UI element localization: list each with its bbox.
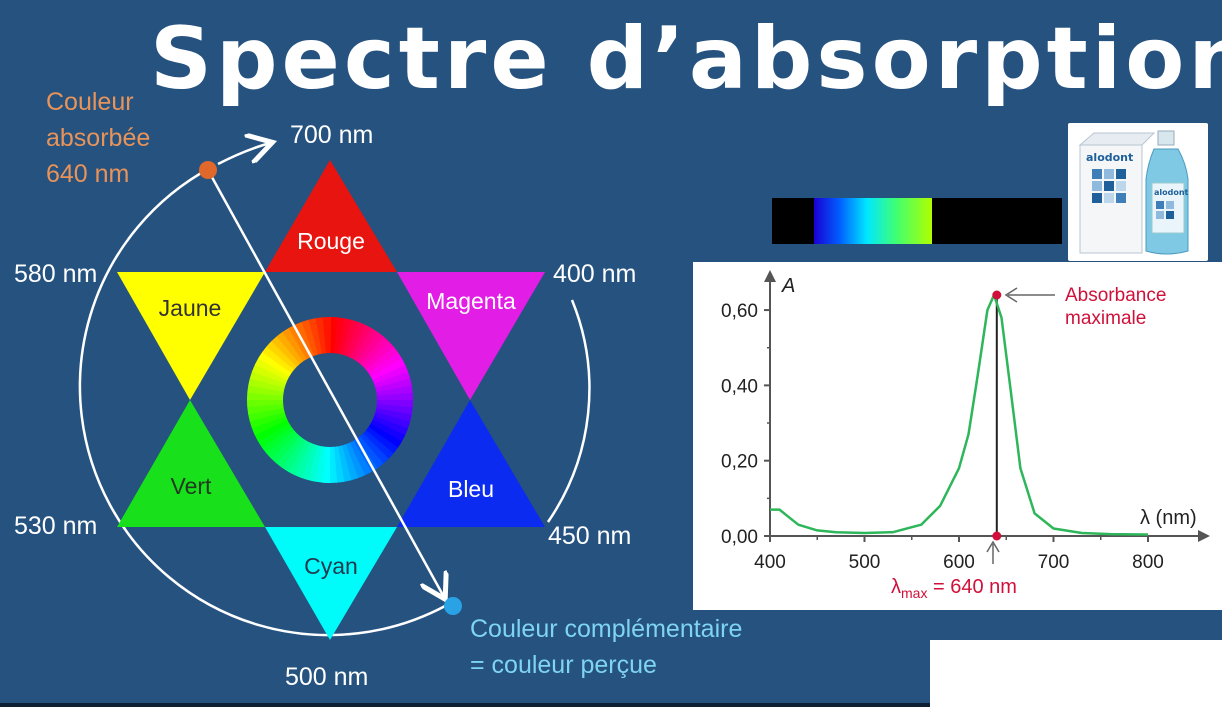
absorbed-label-line1: Couleur bbox=[46, 88, 134, 116]
absorption-spectrum-band bbox=[772, 198, 1062, 244]
absorbance-chart-svg: 0,00 0,20 0,40 0,60 400 500 600 700 800 Aλ (nm) Ab… bbox=[721, 270, 1210, 601]
triangle-blue bbox=[397, 400, 545, 527]
label-jaune: Jaune bbox=[158, 295, 222, 321]
svg-text:alodont: alodont bbox=[1154, 188, 1189, 197]
label-cyan: Cyan bbox=[304, 553, 358, 579]
triangle-magenta bbox=[397, 272, 545, 400]
lambda-annotation-arrowhead bbox=[986, 540, 1000, 553]
wavelength-500: 500 nm bbox=[285, 663, 369, 691]
x-axis-label: λ (nm) bbox=[1140, 507, 1197, 529]
wheel-arc-top-arrow bbox=[217, 143, 270, 166]
triangle-red bbox=[265, 160, 397, 272]
complementary-label-line1: Couleur complémentaire bbox=[470, 615, 743, 643]
label-vert: Vert bbox=[170, 473, 212, 499]
absorbed-label-line2: absorbée bbox=[46, 124, 151, 152]
white-overlay-box bbox=[930, 640, 1222, 707]
peak-point bbox=[992, 290, 1002, 300]
peak-annotation-line2: maximale bbox=[1065, 308, 1146, 329]
wavelength-700: 700 nm bbox=[290, 121, 374, 149]
wheel-arc-right bbox=[546, 299, 591, 523]
y-tick-label: 0,20 bbox=[721, 452, 758, 473]
label-magenta: Magenta bbox=[426, 288, 516, 314]
label-bleu: Bleu bbox=[447, 476, 495, 502]
triangle-yellow bbox=[117, 272, 265, 400]
y-axis-arrowhead bbox=[764, 270, 776, 282]
wavelength-450: 450 nm bbox=[548, 522, 632, 550]
absorbed-dot bbox=[199, 161, 217, 179]
absorbed-label-line3: 640 nm bbox=[46, 160, 130, 188]
box-brand-text: alodont bbox=[1086, 151, 1133, 164]
peak-annotation-line1: Absorbance bbox=[1065, 285, 1166, 306]
wavelength-580: 580 nm bbox=[14, 260, 98, 288]
x-axis-arrowhead bbox=[1198, 530, 1210, 542]
bottom-edge bbox=[0, 703, 930, 707]
triangle-cyan bbox=[265, 527, 397, 640]
x-tick-label: 700 bbox=[1038, 552, 1070, 573]
wavelength-400: 400 nm bbox=[553, 260, 637, 288]
perceived-dot bbox=[444, 597, 462, 615]
peak-annotation-arrowhead bbox=[1004, 287, 1018, 303]
y-axis-label: A bbox=[781, 275, 795, 297]
absorbance-curve bbox=[770, 293, 1149, 536]
x-tick-label: 500 bbox=[849, 552, 881, 573]
y-tick-label: 0,60 bbox=[721, 301, 758, 322]
visible-transmitted-band bbox=[814, 198, 932, 244]
color-star-diagram bbox=[78, 0, 591, 640]
x-tick-label: 800 bbox=[1132, 552, 1164, 573]
label-rouge: Rouge bbox=[297, 228, 365, 254]
x-tick-label: 400 bbox=[754, 552, 786, 573]
complementary-arrow bbox=[206, 169, 444, 597]
lambda-max-point bbox=[992, 531, 1002, 541]
x-tick-label: 600 bbox=[943, 552, 975, 573]
y-tick-label: 0,40 bbox=[721, 376, 758, 397]
complementary-label-line2: = couleur perçue bbox=[470, 651, 657, 679]
lambda-max-label: λmax = 640 nm bbox=[891, 576, 1017, 601]
product-photo: alodont alodont bbox=[1068, 123, 1208, 261]
y-tick-label: 0,00 bbox=[721, 527, 758, 548]
mouthwash-illustration: alodont alodont bbox=[1078, 130, 1189, 255]
wavelength-530: 530 nm bbox=[14, 512, 98, 540]
triangle-green bbox=[117, 400, 265, 527]
slide-title: Spectre d’absorption bbox=[150, 9, 1222, 109]
